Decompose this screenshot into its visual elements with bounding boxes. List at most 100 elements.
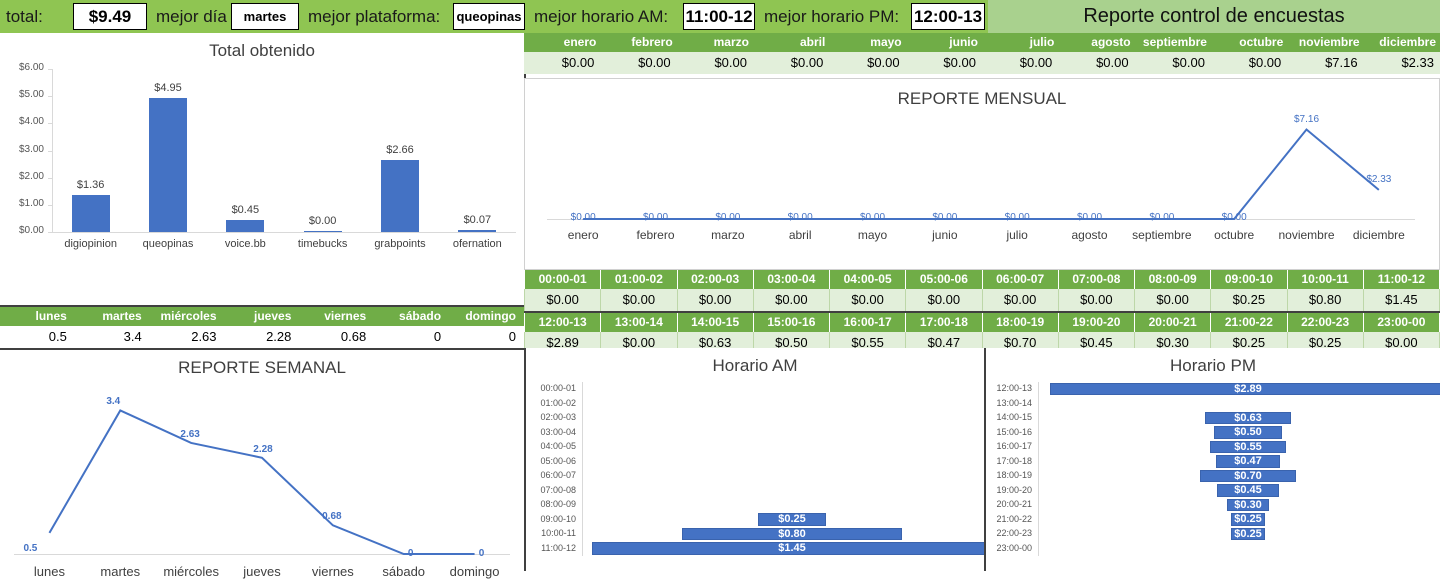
y-axis-category-label: 06:00-07 bbox=[540, 470, 576, 480]
hour-am-value-cell[interactable]: $0.25 bbox=[1210, 289, 1288, 311]
hour-am-value-cell[interactable]: $1.45 bbox=[1362, 289, 1440, 311]
bar[interactable] bbox=[1217, 484, 1279, 497]
hour-am-value-cell[interactable]: $0.00 bbox=[523, 289, 602, 311]
week-header-cell: domingo bbox=[449, 307, 524, 326]
month-header-cell: septiembre bbox=[1134, 33, 1211, 52]
bar-value-label: $1.45 bbox=[778, 542, 806, 554]
best-am-value-cell[interactable]: 11:00-12 bbox=[680, 0, 758, 33]
best-day-value-cell[interactable]: martes bbox=[228, 0, 302, 33]
bar[interactable] bbox=[1204, 411, 1292, 424]
week-value-cell[interactable]: 0 bbox=[374, 326, 450, 348]
month-value-cell[interactable]: $0.00 bbox=[524, 52, 601, 74]
week-value-cell[interactable]: 0.5 bbox=[0, 326, 75, 348]
data-point-label: 2.28 bbox=[253, 443, 273, 455]
week-header-cell: lunes bbox=[0, 307, 75, 326]
bar[interactable] bbox=[1230, 513, 1266, 526]
month-value-cell[interactable]: $0.00 bbox=[905, 52, 982, 74]
hour-am-value-cell[interactable]: $0.80 bbox=[1286, 289, 1364, 311]
month-value-cell[interactable]: $0.00 bbox=[1134, 52, 1211, 74]
bar[interactable] bbox=[1200, 469, 1296, 482]
week-value-cell[interactable]: 2.28 bbox=[224, 326, 300, 348]
bar-value-label: $0.45 bbox=[231, 203, 260, 216]
x-axis-category-label: grabpoints bbox=[374, 238, 426, 250]
bar-value-label: $0.55 bbox=[1234, 440, 1262, 453]
hour-am-value-cell[interactable]: $0.00 bbox=[905, 289, 983, 311]
bar[interactable] bbox=[1213, 426, 1283, 439]
bar[interactable] bbox=[149, 97, 187, 232]
month-value-cell[interactable]: $0.00 bbox=[676, 52, 753, 74]
bar[interactable] bbox=[458, 230, 497, 232]
summary-toolbar: total: $9.49 mejor día: martes mejor pla… bbox=[0, 0, 1440, 33]
bar[interactable] bbox=[1227, 498, 1269, 511]
month-value-cell[interactable]: $0.00 bbox=[1210, 52, 1288, 74]
hour-am-value-cell[interactable]: $0.00 bbox=[600, 289, 678, 311]
best-day-label: mejor día: bbox=[156, 6, 232, 26]
bar-value-label: $0.00 bbox=[308, 215, 337, 227]
month-value-cell[interactable]: $2.33 bbox=[1363, 52, 1440, 74]
data-point-label: $0.00 bbox=[787, 212, 813, 223]
hour-am-header-cell: 05:00-06 bbox=[905, 270, 983, 289]
best-pm-value-cell[interactable]: 12:00-13 bbox=[908, 0, 988, 33]
chart-mensual-title: REPORTE MENSUAL bbox=[897, 89, 1067, 108]
bar-value-label: $2.89 bbox=[1234, 382, 1262, 395]
month-header-cell: enero bbox=[524, 33, 601, 52]
week-value-cell[interactable]: 0.68 bbox=[299, 326, 375, 348]
week-value-cell[interactable]: 2.63 bbox=[149, 326, 225, 348]
data-point-label: 0.68 bbox=[322, 511, 342, 523]
month-value-cell[interactable]: $7.16 bbox=[1287, 52, 1364, 74]
hour-am-value-cell[interactable]: $0.00 bbox=[1133, 289, 1212, 311]
month-value-cell[interactable]: $0.00 bbox=[829, 52, 906, 74]
hour-pm-header-cell: 14:00-15 bbox=[676, 312, 754, 332]
best-platform-value-cell[interactable]: queopinas bbox=[450, 0, 528, 33]
hour-am-header-cell: 06:00-07 bbox=[981, 270, 1059, 289]
y-axis-tick bbox=[48, 204, 52, 206]
bar[interactable] bbox=[1215, 455, 1281, 468]
week-header-cell: miércoles bbox=[149, 307, 225, 326]
bar[interactable] bbox=[226, 219, 265, 232]
y-axis-category-label: 11:00-12 bbox=[541, 542, 576, 553]
best-am-value[interactable]: 11:00-12 bbox=[683, 3, 755, 30]
hour-am-value-cell[interactable]: $0.00 bbox=[1057, 289, 1136, 311]
week-header-cell: jueves bbox=[224, 307, 300, 326]
hour-am-header-cell: 03:00-04 bbox=[752, 270, 831, 289]
y-axis-category-label: 20:00-21 bbox=[996, 499, 1032, 509]
hour-am-value-cell[interactable]: $0.00 bbox=[981, 289, 1059, 311]
bar[interactable] bbox=[1210, 440, 1286, 453]
bar[interactable] bbox=[303, 231, 342, 232]
table-row: $0.00 $0.00 $0.00 $0.00 $0.00 $0.00 $0.00 $0.00… bbox=[523, 289, 1440, 311]
month-header-cell: julio bbox=[981, 33, 1059, 52]
hour-am-value-cell[interactable]: $0.00 bbox=[752, 289, 831, 311]
bar-value-label: $0.07 bbox=[463, 214, 492, 227]
y-axis-category-label: 14:00-15 bbox=[996, 412, 1032, 422]
best-platform-value[interactable]: queopinas bbox=[453, 3, 525, 30]
bar-value-label: $0.50 bbox=[1234, 426, 1262, 438]
chart-mensual-plot: $0.00 enero $0.00 febrero $0.00 marzo $0.00 abr… bbox=[525, 109, 1439, 269]
hourly-charts: Horario AM 00:00-01 01:00-02 02:00-03 03:00… bbox=[524, 348, 1440, 571]
best-day-value[interactable]: martes bbox=[231, 3, 299, 30]
total-value[interactable]: $9.49 bbox=[73, 3, 147, 30]
bar-value-label: $4.95 bbox=[154, 81, 182, 94]
hour-am-value-cell[interactable]: $0.00 bbox=[676, 289, 754, 311]
best-pm-value[interactable]: 12:00-13 bbox=[911, 3, 985, 30]
y-axis-tick bbox=[48, 177, 52, 179]
month-value-cell[interactable]: $0.00 bbox=[1058, 52, 1135, 74]
bar[interactable] bbox=[71, 195, 110, 232]
bar[interactable] bbox=[1050, 382, 1440, 395]
month-value-cell[interactable]: $0.00 bbox=[600, 52, 677, 74]
y-axis-category-label: 03:00-04 bbox=[540, 426, 576, 437]
month-value-cell[interactable]: $0.00 bbox=[752, 52, 830, 74]
hour-am-value-cell[interactable]: $0.00 bbox=[828, 289, 907, 311]
total-value-cell[interactable]: $9.49 bbox=[70, 0, 150, 33]
y-axis-tick bbox=[48, 69, 52, 70]
week-value-cell[interactable]: 0 bbox=[449, 326, 524, 348]
best-am-label-cell: mejor horario AM: bbox=[528, 0, 680, 33]
bar[interactable] bbox=[381, 159, 419, 232]
chart-pm-plot: 12:00-13 $2.89 13:00-14 14:00-15 $0.63 15:00-… bbox=[986, 376, 1440, 571]
month-value-cell[interactable]: $0.00 bbox=[981, 52, 1059, 74]
hour-pm-header-cell: 18:00-19 bbox=[981, 312, 1059, 332]
x-axis-category-label: diciembre bbox=[1352, 228, 1405, 242]
week-value-cell[interactable]: 3.4 bbox=[74, 326, 150, 348]
month-header-cell: diciembre bbox=[1363, 33, 1440, 52]
bar[interactable] bbox=[757, 513, 827, 526]
total-label-cell: total: bbox=[0, 0, 70, 33]
